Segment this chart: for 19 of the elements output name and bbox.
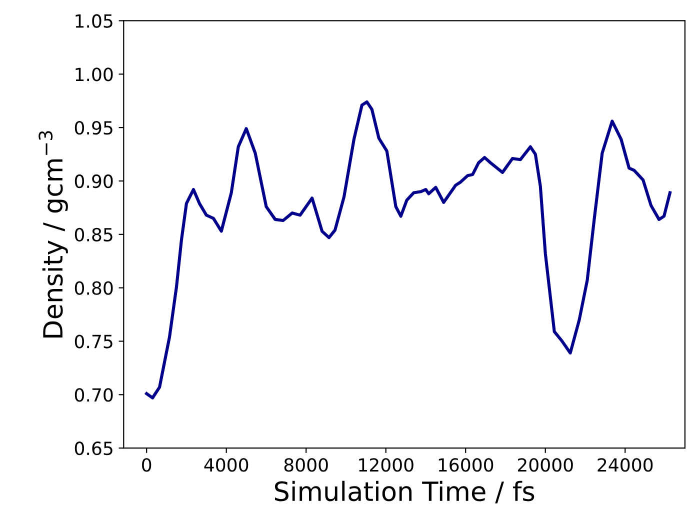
y-tick-label: 1.00 [76,68,113,82]
y-tick-label: 0.85 [74,228,112,242]
line-series [145,100,672,400]
y-axis-title: Density / gcm$^{−3}$ [38,131,68,338]
y-tick-label: 0.75 [74,334,112,348]
x-tick-label: 24000 [598,458,653,472]
y-tick-label: 1.05 [76,14,112,28]
x-tick-label: 8000 [284,458,328,472]
x-tick-label: 16000 [438,458,494,472]
y-tick-label: 0.65 [74,442,112,456]
x-tick-label: 0 [142,458,152,472]
y-tick-label: 0.70 [74,388,113,402]
x-axis-title: Simulation Time / fs [274,480,534,504]
x-tick-label: 4000 [204,458,248,472]
x-tick-label: 12000 [359,458,414,472]
y-tick-label: 0.95 [74,121,112,135]
y-tick-label: 0.80 [74,281,113,295]
y-tick-label: 0.90 [74,174,113,188]
x-tick-label: 20000 [518,458,573,472]
